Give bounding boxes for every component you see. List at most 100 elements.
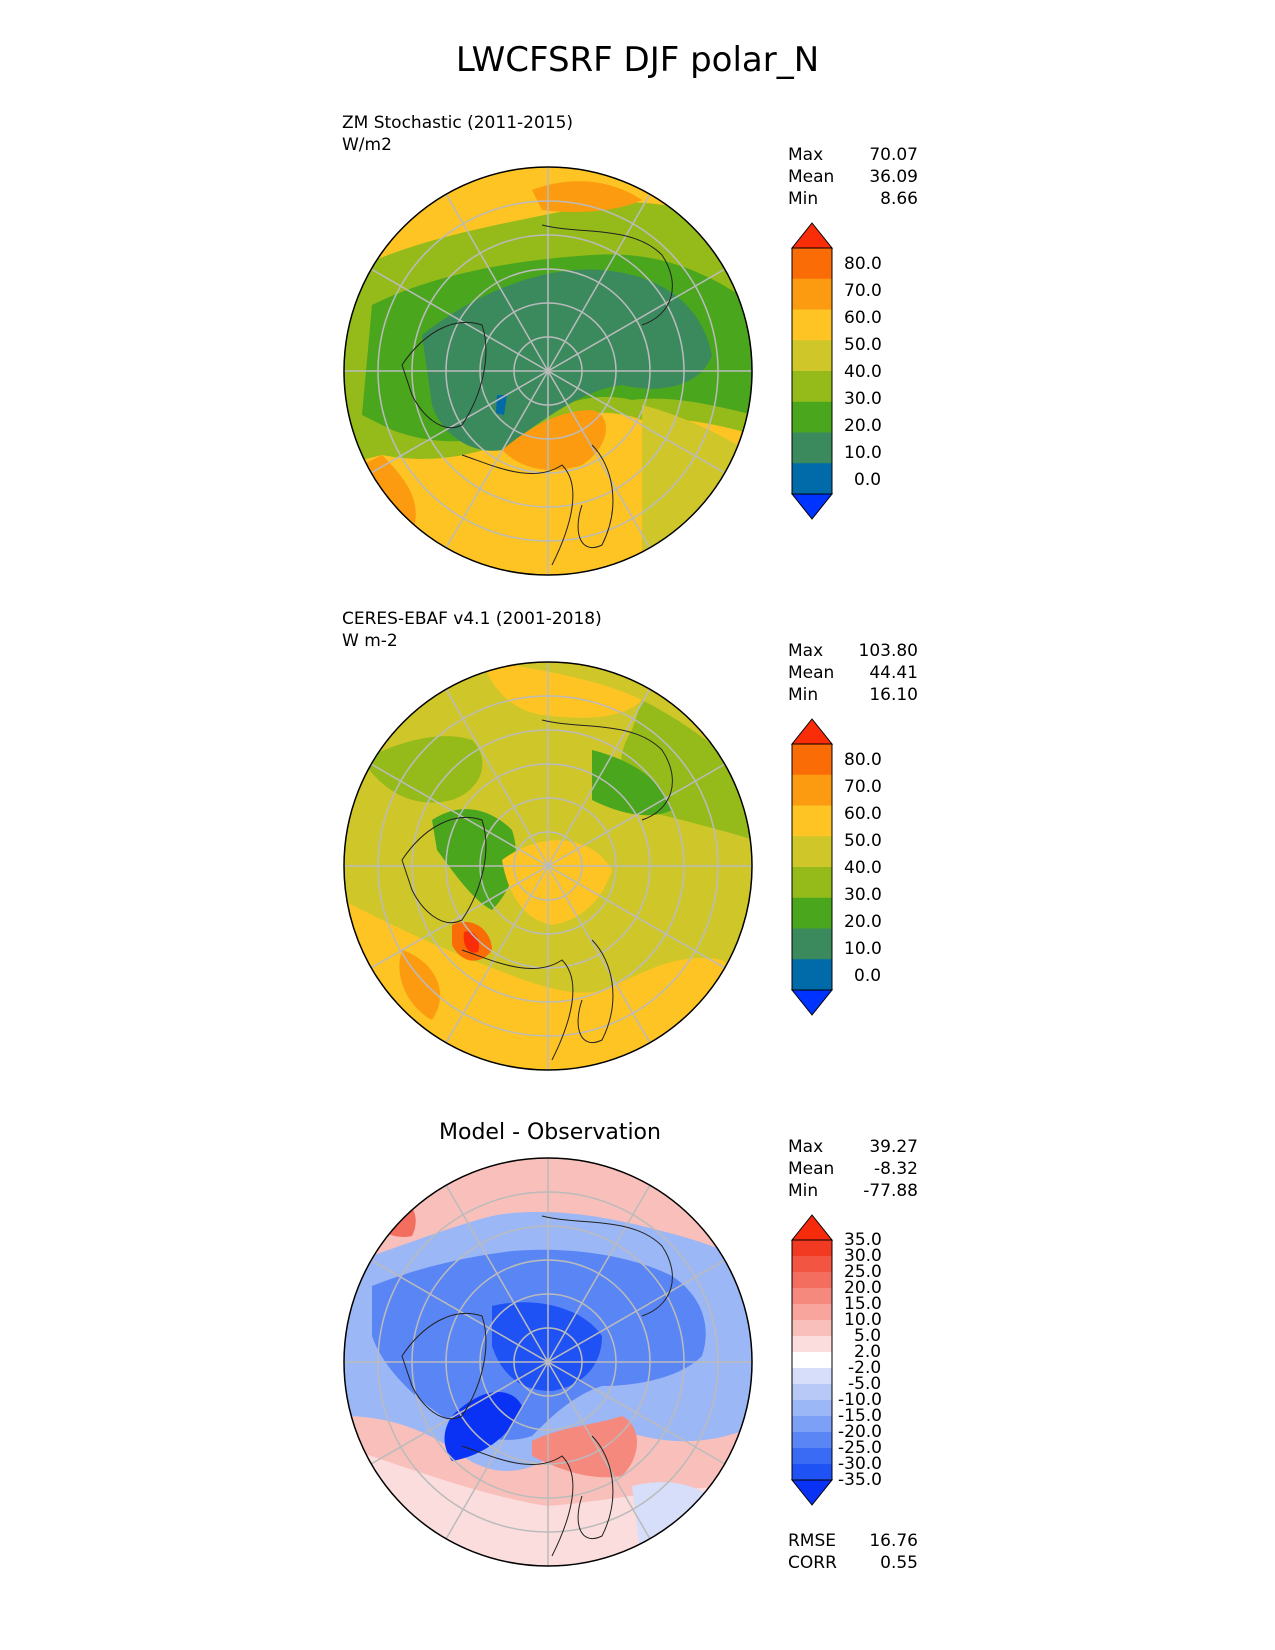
colorbar-segment: [792, 1368, 832, 1385]
cbar-tick: 70.0: [844, 777, 882, 797]
colorbar-segment: [792, 774, 832, 806]
cbar-tick: 25.0: [844, 1262, 882, 1282]
stat-mean-value: 36.09: [869, 167, 918, 187]
colorbar-extend-min: [790, 1479, 834, 1506]
stat-corr-value: 0.55: [880, 1553, 918, 1573]
cbar-tick: 30.0: [844, 389, 882, 409]
polar-map-observation: [343, 661, 753, 1071]
panel-1-label: ZM Stochastic (2011-2015) W/m2: [342, 112, 573, 156]
colorbar-frame: [791, 247, 833, 495]
stat-mean-label: Mean: [788, 663, 835, 683]
colorbar-segment: [792, 463, 832, 495]
cbar-tick: 0.0: [854, 470, 882, 490]
cbar-tick: -20.0: [838, 1422, 882, 1442]
cbar-tick: -30.0: [838, 1454, 882, 1474]
colorbar-segment: [792, 248, 832, 280]
cbar-tick: -10.0: [838, 1390, 882, 1410]
colorbar-frame: [791, 743, 833, 991]
colorbar-segment: [792, 1304, 832, 1321]
stat-max-label: Max: [788, 641, 824, 661]
cbar-tick: 30.0: [844, 885, 882, 905]
cbar-tick: 15.0: [844, 1294, 882, 1314]
stat-max-value: 103.80: [858, 641, 918, 661]
colorbar-extend-max: [790, 1214, 834, 1241]
cbar-tick: -2.0: [848, 1358, 882, 1378]
colorbar-segment: [792, 1448, 832, 1465]
colorbar-segment: [792, 309, 832, 341]
stat-min-value: -77.88: [863, 1181, 918, 1201]
stat-mean-value: -8.32: [874, 1159, 918, 1179]
colorbar-segment: [792, 340, 832, 372]
panel-2-stats: Max 103.80 Mean 44.41 Min 16.10: [788, 640, 918, 706]
stat-corr-label: CORR: [788, 1553, 837, 1573]
panel-3-stats: Max 39.27 Mean -8.32 Min -77.88: [788, 1136, 918, 1202]
panel-1-label-line-1: ZM Stochastic (2011-2015): [342, 113, 574, 133]
colorbar-segment: [792, 836, 832, 868]
colorbar-extend-min: [790, 493, 834, 520]
colorbar-segment: [792, 278, 832, 310]
panel-3-footer-stats: RMSE 16.76 CORR 0.55: [788, 1530, 918, 1574]
stat-mean-label: Mean: [788, 167, 835, 187]
cbar-tick: 40.0: [844, 362, 882, 382]
colorbar-segment: [792, 867, 832, 899]
cbar-tick: 60.0: [844, 308, 882, 328]
cbar-tick: 5.0: [854, 1326, 882, 1346]
cbar-tick: 10.0: [844, 1310, 882, 1330]
cbar-tick: 50.0: [844, 831, 882, 851]
colorbar-observation: [790, 718, 834, 1016]
cbar-tick: 20.0: [844, 1278, 882, 1298]
cbar-tick: 10.0: [844, 939, 882, 959]
colorbar-difference: [790, 1214, 834, 1506]
colorbar-segment: [792, 1464, 832, 1481]
cbar-tick: 40.0: [844, 858, 882, 878]
colorbar-segment: [792, 1272, 832, 1289]
colorbar-segment: [792, 371, 832, 403]
cbar-tick: 60.0: [844, 804, 882, 824]
colorbar-segment: [792, 1400, 832, 1417]
colorbar-segment: [792, 1432, 832, 1449]
colorbar-segment: [792, 1256, 832, 1273]
stat-min-label: Min: [788, 685, 819, 705]
colorbar-extend-max: [790, 718, 834, 745]
cbar-tick: 30.0: [844, 1246, 882, 1266]
panel-2-label: CERES-EBAF v4.1 (2001-2018) W m-2: [342, 608, 602, 652]
stat-rmse-value: 16.76: [869, 1531, 918, 1551]
colorbar-segment: [792, 401, 832, 433]
colorbar-segment: [792, 432, 832, 464]
polar-map-model: [343, 166, 753, 576]
figure-title: LWCFSRF DJF polar_N: [455, 40, 820, 80]
stat-max-label: Max: [788, 1137, 824, 1157]
colorbar-model: [790, 222, 834, 520]
cbar-tick: 35.0: [844, 1230, 882, 1250]
colorbar-extend-max: [790, 222, 834, 249]
cbar-tick: 20.0: [844, 416, 882, 436]
panel-1-stats: Max 70.07 Mean 36.09 Min 8.66: [788, 144, 918, 210]
polar-map-difference: [343, 1157, 753, 1567]
cbar-tick: 80.0: [844, 750, 882, 770]
colorbar-segment: [792, 897, 832, 929]
colorbar-segment: [792, 959, 832, 991]
cbar-tick: 50.0: [844, 335, 882, 355]
colorbar-segment: [792, 805, 832, 837]
panel-2-label-line-2: W m-2: [342, 631, 398, 651]
cbar-tick: -35.0: [838, 1470, 882, 1490]
stat-max-value: 39.27: [869, 1137, 918, 1157]
cbar-tick: 70.0: [844, 281, 882, 301]
colorbar-extend-min: [790, 989, 834, 1016]
colorbar-segment: [792, 1384, 832, 1401]
colorbar-frame: [791, 1239, 833, 1481]
stat-min-value: 16.10: [869, 685, 918, 705]
stat-min-label: Min: [788, 1181, 819, 1201]
colorbar-segment: [792, 744, 832, 776]
colorbar-segment: [792, 1336, 832, 1353]
cbar-tick: 0.0: [854, 966, 882, 986]
difference-panel-title: Model - Observation: [439, 1120, 661, 1145]
colorbar-segment: [792, 928, 832, 960]
colorbar-segment: [792, 1240, 832, 1257]
cbar-tick: -25.0: [838, 1438, 882, 1458]
colorbar-segment: [792, 1352, 832, 1369]
colorbar-segment: [792, 1288, 832, 1305]
colorbar-segment: [792, 1320, 832, 1337]
stat-max-value: 70.07: [869, 145, 918, 165]
cbar-tick: 20.0: [844, 912, 882, 932]
